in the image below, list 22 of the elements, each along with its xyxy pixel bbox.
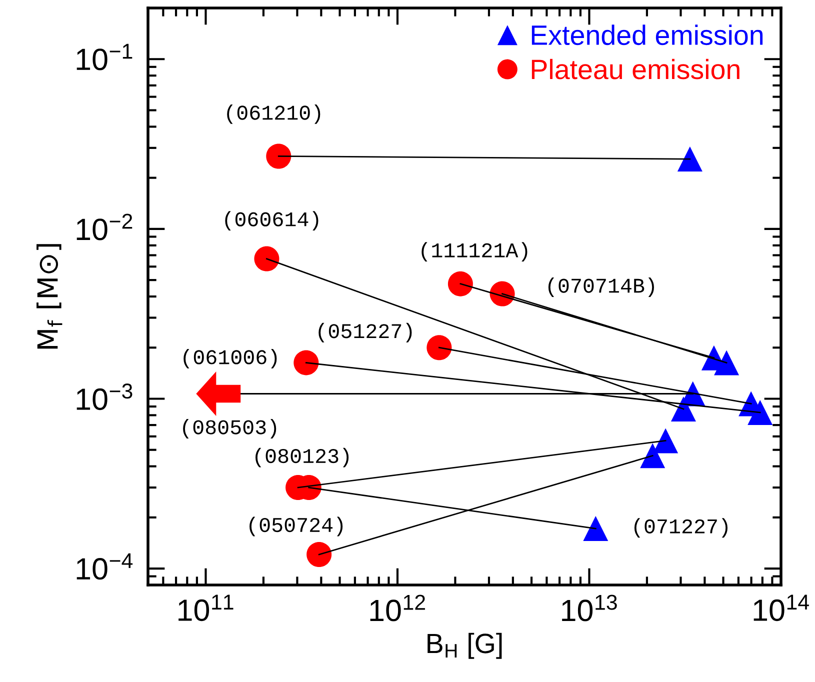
y-tick-label: 10$^{−1}$ — [76, 44, 132, 70]
annotation: (060614) — [225, 211, 318, 230]
y-axis-title: M$_{f}$ [M⊙] — [36, 244, 62, 349]
x-tick-label: 10$^{14}$ — [754, 594, 809, 622]
y-tick-label: 10$^{−2}$ — [76, 214, 132, 240]
y-tick-label: 10$^{−3}$ — [76, 384, 132, 410]
annotation: (061006) — [184, 348, 277, 368]
x-tick-label: 10$^{11}$ — [178, 594, 234, 622]
annotation: (071227) — [634, 518, 728, 538]
x-axis-title: B$_{H}$ [G] — [428, 632, 502, 659]
x-tick-label: 10$^{12}$ — [370, 594, 425, 622]
annotation: (070714B) — [548, 278, 654, 297]
annotation: (080123) — [256, 448, 349, 468]
y-tick-label: 10$^{−4}$ — [76, 553, 133, 580]
legend-label: Extended emission — [532, 24, 763, 46]
annotation: (051227) — [318, 322, 412, 342]
annotation: (050724) — [250, 516, 343, 536]
x-tick-label: 10$^{13}$ — [562, 594, 617, 622]
annotation: (061210) — [227, 104, 320, 124]
annotation: (080503) — [183, 419, 276, 438]
legend-label: Plateau emission — [532, 58, 740, 80]
annotation: (111121A) — [422, 242, 528, 262]
